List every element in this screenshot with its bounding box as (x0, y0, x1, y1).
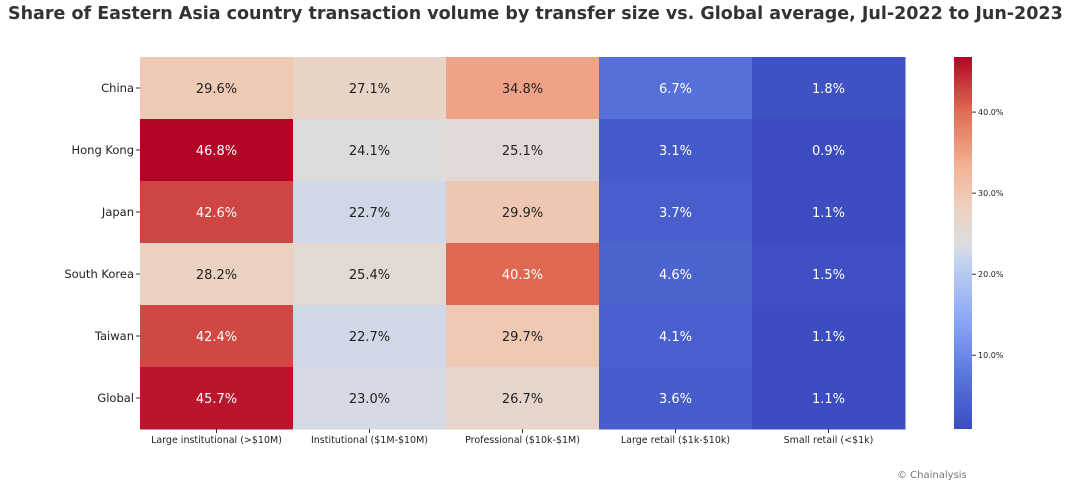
heatmap-cell-japan-2 (446, 181, 600, 244)
heatmap-cell-taiwan-2 (446, 305, 600, 368)
col-label-3: Large retail ($1k-$10k) (621, 435, 730, 446)
heatmap-cell-hong-kong-2 (446, 119, 600, 182)
cell-label-hong-kong-1: 24.1% (349, 144, 390, 159)
colorbar-tick-label-1: 20.0% (978, 270, 1004, 279)
cell-label-taiwan-0: 42.4% (196, 330, 237, 345)
heatmap-cell-hong-kong-0 (140, 119, 294, 182)
cell-label-hong-kong-2: 25.1% (502, 144, 543, 159)
row-label-japan: Japan (101, 205, 134, 219)
heatmap-cell-taiwan-1 (293, 305, 447, 368)
heatmap-cell-japan-0 (140, 181, 294, 244)
cell-label-global-1: 23.0% (349, 392, 390, 407)
heatmap-cell-china-3 (599, 57, 753, 120)
cell-label-japan-3: 3.7% (659, 206, 692, 221)
cell-label-hong-kong-0: 46.8% (196, 144, 237, 159)
heatmap-cell-japan-3 (599, 181, 753, 244)
heatmap-cell-china-2 (446, 57, 600, 120)
row-label-taiwan: Taiwan (94, 329, 134, 343)
cell-label-global-2: 26.7% (502, 392, 543, 407)
cell-label-japan-2: 29.9% (502, 206, 543, 221)
heatmap-cell-south-korea-1 (293, 243, 447, 306)
heatmap-cell-japan-4 (752, 181, 906, 244)
heatmap-cell-hong-kong-3 (599, 119, 753, 182)
heatmap-cell-south-korea-4 (752, 243, 906, 306)
heatmap-cell-china-0 (140, 57, 294, 120)
cell-label-japan-1: 22.7% (349, 206, 390, 221)
heatmap-cell-global-0 (140, 367, 294, 430)
cell-label-taiwan-2: 29.7% (502, 330, 543, 345)
heatmap-cell-global-3 (599, 367, 753, 430)
colorbar-gradient (954, 57, 972, 429)
colorbar-tick-label-2: 30.0% (978, 189, 1004, 198)
colorbar: 10.0% 20.0% 30.0% 40.0% (954, 57, 1004, 429)
row-label-china: China (101, 81, 134, 95)
heatmap-cell-south-korea-2 (446, 243, 600, 306)
cell-label-taiwan-1: 22.7% (349, 330, 390, 345)
cell-label-south-korea-4: 1.5% (812, 268, 845, 283)
heatmap-cell-global-4 (752, 367, 906, 430)
cell-label-taiwan-3: 4.1% (659, 330, 692, 345)
heatmap-cell-hong-kong-1 (293, 119, 447, 182)
cell-label-global-3: 3.6% (659, 392, 692, 407)
chart-title: Share of Eastern Asia country transactio… (8, 4, 1063, 24)
heatmap-cell-hong-kong-4 (752, 119, 906, 182)
row-label-hong-kong: Hong Kong (71, 143, 134, 157)
col-label-0: Large institutional (>$10M) (151, 435, 282, 446)
column-labels: Large institutional (>$10M) Institutional… (151, 429, 873, 446)
cell-label-china-3: 6.7% (659, 82, 692, 97)
heatmap-cell-global-1 (293, 367, 447, 430)
heatmap-cell-south-korea-0 (140, 243, 294, 306)
heatmap-cell-global-2 (446, 367, 600, 430)
row-label-south-korea: South Korea (64, 267, 134, 281)
cell-label-taiwan-4: 1.1% (812, 330, 845, 345)
cell-label-south-korea-2: 40.3% (502, 268, 543, 283)
heatmap-cell-taiwan-3 (599, 305, 753, 368)
col-label-4: Small retail (<$1k) (784, 435, 874, 446)
cell-label-japan-0: 42.6% (196, 206, 237, 221)
cell-label-hong-kong-3: 3.1% (659, 144, 692, 159)
heatmap-cell-taiwan-0 (140, 305, 294, 368)
heatmap-cell-japan-1 (293, 181, 447, 244)
col-label-1: Institutional ($1M-$10M) (311, 435, 428, 446)
source-credit: © Chainalysis (897, 470, 967, 481)
col-label-2: Professional ($10k-$1M) (465, 435, 580, 446)
cell-label-hong-kong-4: 0.9% (812, 144, 845, 159)
row-label-global: Global (97, 391, 134, 405)
heatmap-cell-taiwan-4 (752, 305, 906, 368)
cell-label-china-1: 27.1% (349, 82, 390, 97)
cell-label-south-korea-0: 28.2% (196, 268, 237, 283)
cell-label-china-2: 34.8% (502, 82, 543, 97)
cell-label-china-4: 1.8% (812, 82, 845, 97)
heatmap-cell-south-korea-3 (599, 243, 753, 306)
heatmap-cell-china-1 (293, 57, 447, 120)
cell-label-china-0: 29.6% (196, 82, 237, 97)
cell-label-south-korea-1: 25.4% (349, 268, 390, 283)
cell-label-japan-4: 1.1% (812, 206, 845, 221)
colorbar-tick-label-3: 40.0% (978, 108, 1004, 117)
colorbar-tick-label-0: 10.0% (978, 351, 1004, 360)
row-labels: China Hong Kong Japan South Korea Taiwan Glob… (64, 81, 140, 405)
cell-label-global-0: 45.7% (196, 392, 237, 407)
cell-label-global-4: 1.1% (812, 392, 845, 407)
heatmap-cells: 29.6% 27.1% 34.8% 6.7% 1.8% 46.8% 24.1% 25.1% 3.… (140, 57, 906, 430)
cell-label-south-korea-3: 4.6% (659, 268, 692, 283)
heatmap-cell-china-4 (752, 57, 906, 120)
